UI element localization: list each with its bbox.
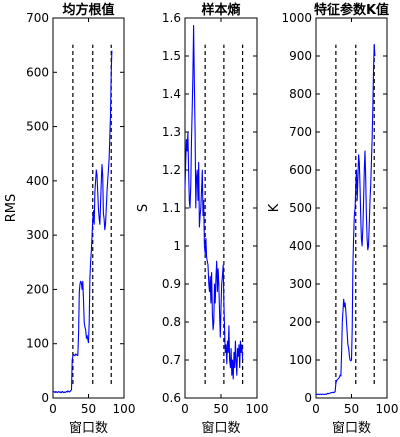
y-tick-label: 0.6 [162,391,181,405]
x-axis-label-2: 窗口数 [201,420,240,436]
x-tick-label: 100 [113,402,136,416]
chart-title-3: 特征参数K值 [314,2,389,18]
y-axis-label-2: S [136,204,151,212]
y-tick-label: 600 [289,163,312,177]
y-tick-label: 0 [304,391,312,405]
y-tick-label: 1 [173,239,181,253]
plot-area-2 [184,17,258,399]
y-tick-label: 1.1 [162,201,181,215]
x-tick-label: 100 [246,402,269,416]
y-tick-label: 600 [26,65,49,79]
y-axis-label-1: RMS [4,194,19,223]
y-tick-label: 200 [289,315,312,329]
x-tick-label: 0 [312,402,320,416]
y-tick-label: 700 [26,11,49,25]
y-tick-label: 0.8 [162,315,181,329]
data-series-line-1 [53,50,113,394]
y-tick-label: 1.5 [162,49,181,63]
x-axis-label-3: 窗口数 [332,420,371,436]
y-tick-label: 1.3 [162,125,181,139]
y-tick-label: 100 [289,353,312,367]
x-tick-label: 100 [376,402,399,416]
x-tick-label: 0 [181,402,189,416]
x-tick-label: 50 [81,402,96,416]
y-axis-label-3: K [267,203,282,212]
y-tick-label: 0.9 [162,277,181,291]
y-tick-label: 1.2 [162,163,181,177]
x-tick-label: 0 [49,402,57,416]
x-tick-label: 50 [344,402,359,416]
y-tick-label: 300 [289,277,312,291]
y-tick-label: 400 [26,174,49,188]
data-series-line-3 [316,44,376,396]
y-tick-label: 1.6 [162,11,181,25]
x-tick-label: 50 [213,402,228,416]
data-series-line-2 [184,25,244,380]
y-tick-label: 300 [26,228,49,242]
chart-title-2: 样本熵 [201,2,240,18]
y-tick-label: 500 [26,120,49,134]
x-axis-label-1: 窗口数 [69,420,108,436]
y-tick-label: 900 [289,49,312,63]
y-tick-label: 800 [289,87,312,101]
y-tick-label: 400 [289,239,312,253]
y-tick-label: 200 [26,282,49,296]
y-tick-label: 100 [26,337,49,351]
chart-title-1: 均方根值 [62,2,114,18]
y-tick-label: 0 [41,391,49,405]
y-tick-label: 700 [289,125,312,139]
y-tick-label: 500 [289,201,312,215]
y-tick-label: 1.4 [162,87,181,101]
y-tick-label: 0.7 [162,353,181,367]
y-tick-label: 1000 [281,11,312,25]
